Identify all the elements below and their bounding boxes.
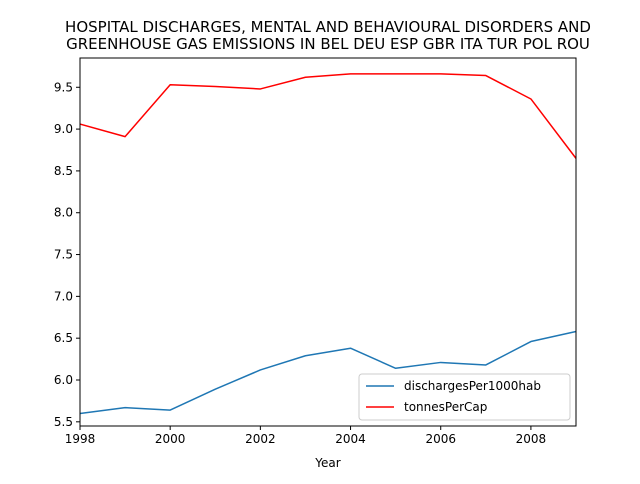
series-layer [79, 73, 577, 415]
y-tick-label: 5.5 [54, 415, 73, 429]
y-tick-label: 9.5 [54, 80, 73, 94]
legend: dischargesPer1000hab tonnesPerCap [358, 373, 571, 421]
x-axis-label: Year [314, 456, 340, 470]
chart-title-line-2: GREENHOUSE GAS EMISSIONS IN BEL DEU ESP … [66, 35, 590, 53]
legend-label-0: dischargesPer1000hab [404, 379, 541, 393]
series-line-0 [79, 330, 577, 415]
x-tick-label: 2002 [245, 432, 276, 446]
y-tick-label: 7.0 [54, 289, 73, 303]
x-tick-label: 2004 [335, 432, 366, 446]
x-tick-label: 2000 [155, 432, 186, 446]
y-tick-label: 7.5 [54, 248, 73, 262]
x-tick-label: 2006 [425, 432, 456, 446]
chart-title-line-1: HOSPITAL DISCHARGES, MENTAL AND BEHAVIOU… [65, 18, 591, 36]
legend-label-1: tonnesPerCap [404, 400, 487, 414]
legend-box [358, 373, 571, 421]
y-tick-label: 8.5 [54, 164, 73, 178]
x-tick-label: 1998 [65, 432, 96, 446]
y-tick-label: 6.0 [54, 373, 73, 387]
x-axis: 1998 2000 2002 2004 2006 2008 [65, 426, 546, 446]
y-axis: 5.5 6.0 6.5 7.0 7.5 8.0 8.5 9.0 9.5 [54, 80, 80, 429]
y-tick-label: 6.5 [54, 331, 73, 345]
x-tick-label: 2008 [516, 432, 547, 446]
y-tick-label: 8.0 [54, 206, 73, 220]
plot-area-frame [79, 57, 577, 427]
series-line-1 [79, 73, 577, 159]
y-tick-label: 9.0 [54, 122, 73, 136]
